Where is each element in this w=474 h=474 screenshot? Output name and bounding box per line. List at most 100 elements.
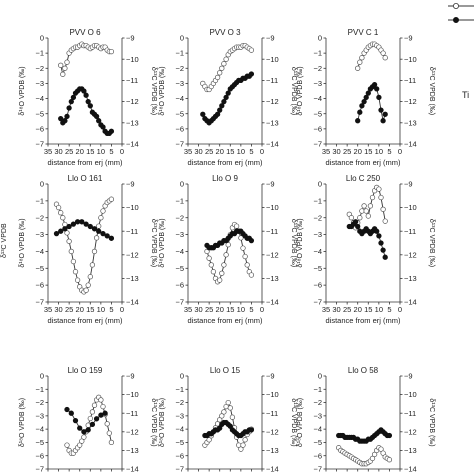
y-left-tick-label: −6 <box>313 124 322 133</box>
filled-data-point <box>380 118 386 124</box>
y-left-tick-label: −7 <box>175 140 184 149</box>
filled-data-point <box>359 103 365 109</box>
open-data-point <box>225 242 231 248</box>
open-data-point <box>206 437 212 443</box>
x-tick-label: 10 <box>237 147 245 156</box>
x-tick-label: 15 <box>364 147 372 156</box>
y-left-axis-label: δ¹⁸O VPDB (‰) <box>159 218 166 267</box>
y-right-tick-label: −14 <box>404 140 417 149</box>
y-right-tick-label: −9 <box>266 34 275 43</box>
panel-title: Llo O 58 <box>348 366 379 375</box>
open-data-point <box>217 277 223 283</box>
x-tick-label: 35 <box>44 472 52 474</box>
x-tick-label: 5 <box>249 472 253 474</box>
y-left-tick-label: −6 <box>35 451 44 460</box>
y-left-tick-label: −3 <box>313 411 322 420</box>
filled-data-point <box>365 90 371 96</box>
y-left-tick-label: 0 <box>318 372 322 381</box>
x-tick-label: 0 <box>120 472 124 474</box>
y-left-tick-label: −2 <box>35 213 44 222</box>
y-left-tick-label: −4 <box>35 425 44 434</box>
open-data-point <box>79 438 85 444</box>
x-axis-label: distance from erj (mm) <box>187 158 263 167</box>
y-right-tick-label: −11 <box>404 76 416 85</box>
y-left-tick-label: −3 <box>35 79 44 88</box>
y-left-tick-label: −1 <box>35 49 44 58</box>
edge-fragment-right: Ti <box>462 90 469 100</box>
filled-data-point <box>214 111 221 117</box>
x-tick-label: 25 <box>65 305 73 314</box>
y-left-tick-label: −3 <box>175 230 184 239</box>
panel-title: PVV O 3 <box>209 28 241 37</box>
y-right-axis-label: δ¹³C VPDB (‰) <box>150 219 157 267</box>
y-left-tick-label: −5 <box>35 109 44 118</box>
x-axis-label: distance from erj (mm) <box>187 316 263 325</box>
y-left-tick-label: −1 <box>35 196 44 205</box>
y-right-tick-label: −12 <box>126 250 139 259</box>
y-left-tick-label: −7 <box>313 140 322 149</box>
y-left-tick-label: −5 <box>313 438 322 447</box>
x-tick-label: 35 <box>184 147 192 156</box>
y-left-tick-label: −1 <box>175 49 184 58</box>
y-left-tick-label: −2 <box>313 398 322 407</box>
filled-data-point <box>217 107 223 113</box>
filled-data-point <box>62 226 68 232</box>
filled-data-point <box>91 226 98 232</box>
filled-data-point <box>89 421 96 428</box>
open-data-point <box>85 282 91 288</box>
x-tick-label: 10 <box>375 472 383 474</box>
y-left-tick-label: −5 <box>175 264 184 273</box>
x-tick-label: 25 <box>65 472 73 474</box>
open-data-point <box>376 186 382 192</box>
x-tick-label: 25 <box>343 472 351 474</box>
filled-data-point <box>219 103 225 109</box>
open-data-point <box>108 196 115 202</box>
legend-filled-marker <box>452 16 459 23</box>
y-left-tick-label: 0 <box>180 180 184 189</box>
filled-data-point <box>81 429 87 435</box>
x-tick-label: 30 <box>332 147 340 156</box>
x-tick-label: 35 <box>44 305 52 314</box>
open-data-point <box>100 208 106 214</box>
y-right-axis-label: δ¹³C VPDB (‰) <box>428 219 435 267</box>
y-left-axis-label: δ¹⁸O VPDB (‰) <box>159 398 166 447</box>
open-data-point <box>238 446 244 452</box>
open-data-point <box>233 223 240 229</box>
y-left-tick-label: −7 <box>175 298 184 307</box>
open-data-point <box>378 194 384 201</box>
open-data-point <box>359 208 365 214</box>
open-data-point <box>242 253 248 260</box>
open-data-point <box>98 397 104 403</box>
y-left-tick-label: −1 <box>175 385 184 394</box>
filled-data-point <box>363 94 369 101</box>
x-tick-label: 20 <box>354 147 362 156</box>
y-right-tick-label: −10 <box>266 55 279 64</box>
x-tick-label: 0 <box>260 305 264 314</box>
y-left-tick-label: −1 <box>313 49 322 58</box>
open-data-point <box>98 215 104 221</box>
open-data-point <box>58 62 64 68</box>
filled-data-point <box>376 94 382 101</box>
filled-data-point <box>100 230 106 237</box>
filled-data-point <box>58 228 64 234</box>
y-left-tick-label: −5 <box>313 264 322 273</box>
open-data-point <box>108 439 115 446</box>
panel-title: PVV C 1 <box>348 28 379 37</box>
x-tick-label: 20 <box>216 147 224 156</box>
open-data-point <box>106 430 112 436</box>
y-right-tick-label: −11 <box>266 227 278 236</box>
panel-8: Llo O 1535302520151050−7−6−5−4−3−2−10−14… <box>159 366 297 474</box>
y-right-tick-label: −9 <box>126 372 135 381</box>
x-tick-label: 15 <box>86 147 94 156</box>
y-left-tick-label: −2 <box>35 398 44 407</box>
y-left-axis-label: δ¹⁸O VPDB (‰) <box>19 66 26 115</box>
edge-fragment-left: δ¹³C VPDB <box>1 223 8 258</box>
open-data-point <box>89 262 96 268</box>
y-left-tick-label: −4 <box>175 94 184 103</box>
y-left-tick-label: −3 <box>35 230 44 239</box>
filled-data-point <box>96 228 102 234</box>
y-left-tick-label: −2 <box>175 64 184 73</box>
x-tick-label: 10 <box>97 472 105 474</box>
filled-data-point <box>380 247 386 253</box>
